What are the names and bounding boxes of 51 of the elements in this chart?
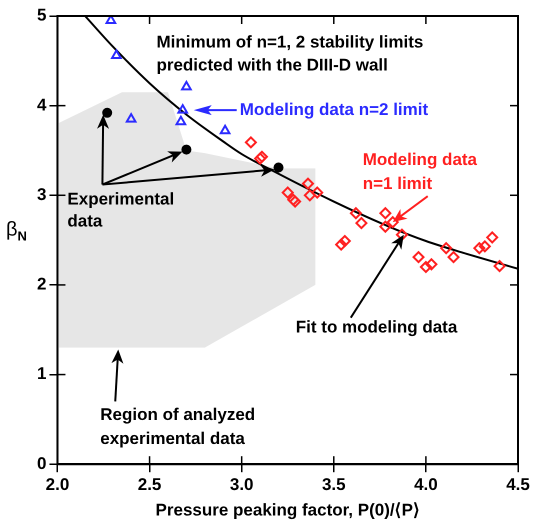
point	[425, 258, 438, 270]
point	[244, 136, 257, 148]
point	[181, 144, 192, 155]
point	[440, 242, 452, 254]
point	[386, 216, 399, 228]
point	[302, 178, 314, 190]
point	[181, 80, 192, 90]
annotation: Fit to modeling data	[296, 317, 458, 336]
y-tick-label: 1	[36, 364, 46, 384]
point	[486, 231, 498, 244]
y-tick-label: 2	[36, 274, 46, 294]
point	[338, 234, 351, 247]
point	[412, 251, 425, 264]
x-tick-label: 2.0	[46, 475, 70, 494]
x-axis-title: Pressure peaking factor, P(0)/⟨P⟩	[156, 500, 420, 520]
point	[111, 49, 122, 59]
point	[176, 116, 186, 126]
point	[448, 251, 460, 264]
point	[494, 260, 506, 272]
point	[282, 186, 294, 199]
x-tick-label: 3.0	[230, 475, 254, 494]
annotation: Modeling data n=1 limit	[362, 150, 478, 193]
point	[379, 220, 392, 233]
annotation: Minimum of n=1, 2 stability limits predicted with the DIII-D wall	[156, 32, 424, 75]
point	[177, 104, 188, 114]
y-tick-label: 5	[36, 6, 46, 25]
y-tick-label: 0	[36, 454, 46, 473]
point	[126, 113, 136, 123]
annotation: Modeling data n=2 limit	[240, 100, 428, 119]
y-tick-label: 3	[36, 184, 46, 204]
x-tick-label: 2.5	[138, 475, 162, 494]
y-tick-label: 4	[36, 95, 47, 114]
point	[304, 189, 316, 202]
point	[335, 238, 348, 251]
annotation: Experimental data	[67, 189, 174, 230]
point	[311, 186, 324, 199]
x-tick-label: 4.5	[506, 475, 530, 494]
point	[473, 242, 486, 254]
x-tick-label: 3.5	[322, 475, 346, 494]
point	[355, 217, 368, 230]
point	[478, 240, 491, 252]
point	[350, 207, 362, 220]
point	[106, 16, 116, 24]
point	[220, 124, 230, 134]
point	[379, 207, 392, 220]
point	[420, 260, 432, 273]
point	[396, 228, 408, 241]
x-tick-label: 4.0	[414, 475, 438, 494]
annotation: Region of analyzed experimental data	[100, 405, 256, 448]
point	[102, 108, 112, 118]
point	[274, 162, 284, 172]
